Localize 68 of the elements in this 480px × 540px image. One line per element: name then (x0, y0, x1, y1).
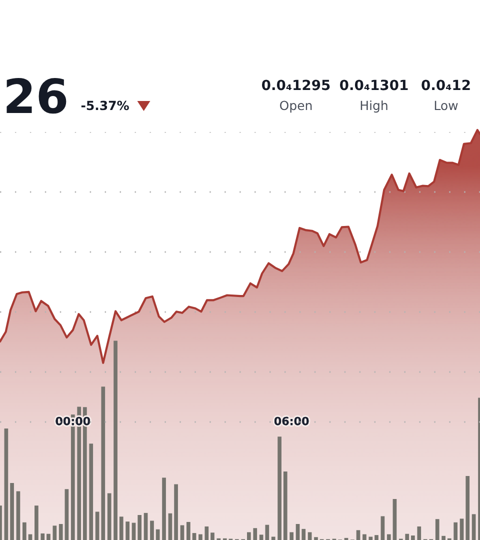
bar (132, 522, 136, 540)
text: 0.0₄1301 (340, 80, 408, 90)
bar (314, 537, 318, 540)
bar (22, 522, 26, 540)
bar (52, 526, 57, 540)
bar (210, 532, 214, 540)
text: -5.37% (81, 100, 129, 110)
bar (192, 533, 196, 540)
bar (392, 499, 397, 540)
text: High (360, 100, 388, 113)
bar (186, 522, 190, 540)
text: 0.0₄1295 (262, 80, 330, 90)
bar (417, 526, 422, 540)
bar (265, 524, 270, 540)
bar (204, 526, 209, 540)
bar (411, 535, 415, 540)
bar (162, 478, 166, 540)
bar (374, 535, 378, 540)
bar (180, 525, 184, 540)
bar (253, 528, 258, 540)
bar (356, 530, 360, 540)
bar (466, 476, 470, 540)
bar (156, 529, 160, 540)
bar (247, 532, 251, 540)
bar (174, 484, 178, 540)
bar (198, 534, 202, 540)
bar (4, 428, 8, 540)
bar (442, 536, 446, 540)
bar (283, 472, 288, 540)
bar (150, 520, 154, 540)
bar (271, 536, 276, 540)
bar (64, 489, 69, 540)
bar (168, 513, 172, 540)
text: Open (280, 100, 312, 113)
bar (114, 340, 118, 540)
bar (368, 536, 373, 540)
bar (95, 512, 100, 540)
bar (296, 524, 300, 540)
text: 0.0₄12 (422, 80, 470, 90)
bar (472, 514, 476, 540)
bar (89, 444, 94, 540)
text: 26 (6, 78, 66, 114)
bar (460, 518, 464, 540)
bar (119, 516, 124, 540)
bar (144, 512, 148, 540)
bar (16, 491, 20, 540)
bar (107, 493, 112, 540)
bar (46, 534, 50, 540)
bar (34, 506, 38, 540)
bar (290, 532, 294, 540)
text: Low (434, 100, 458, 110)
bar (126, 522, 130, 540)
bar (362, 534, 366, 540)
bar (302, 528, 306, 540)
bar (278, 436, 282, 540)
bar (101, 386, 106, 540)
bar (308, 532, 312, 540)
bar (454, 522, 458, 540)
bar (10, 483, 14, 540)
bar (40, 533, 45, 540)
bar (435, 519, 440, 540)
bar (405, 534, 410, 540)
bar (386, 534, 391, 540)
bar (138, 514, 142, 540)
bar (58, 524, 63, 540)
bar (259, 534, 264, 540)
bar (380, 516, 385, 540)
x-tick-label: 06:00 (274, 416, 309, 426)
